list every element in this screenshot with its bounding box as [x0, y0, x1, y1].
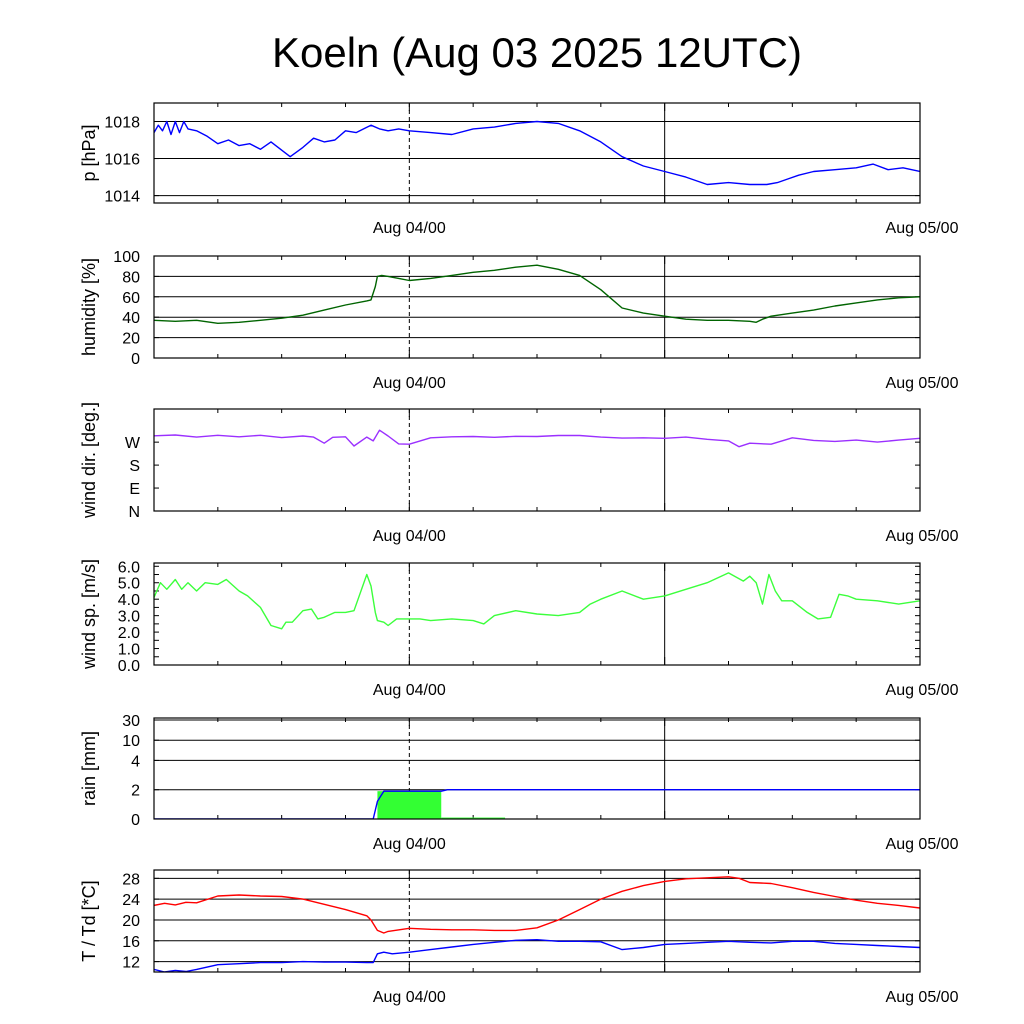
- humidity-axis-title: humidity [%]: [79, 258, 99, 356]
- wind-direction-ytick-label: E: [129, 481, 140, 498]
- pressure-ytick-label: 1018: [104, 115, 140, 132]
- humidity-ytick-label: 40: [122, 310, 140, 327]
- temperature-frame: [153, 869, 921, 973]
- humidity-xtick-label: Aug 04/00: [373, 375, 446, 392]
- wind-direction-ytick-label: N: [128, 504, 140, 521]
- wind-speed-xtick-label: Aug 04/00: [373, 682, 446, 699]
- wind-speed-ytick-label: 3.0: [118, 609, 140, 626]
- panel-wind-speed: 0.01.02.03.04.05.06.0 Aug 04/00 Aug 05/00 w…: [79, 559, 959, 699]
- temperature-ytick-label: 20: [122, 913, 140, 930]
- chart-title: Koeln (Aug 03 2025 12UTC): [272, 29, 802, 76]
- rain-ytick-label: 4: [131, 753, 140, 770]
- wind-speed-series-line-1: [154, 572, 920, 630]
- panel-pressure: 1014 1016 1018 Aug 04/00 Aug 05/00 p [hPa]: [79, 102, 959, 237]
- temperature-xtick-label: Aug 05/00: [886, 989, 959, 1006]
- wind-speed-axis-title: wind sp. [m/s]: [79, 559, 99, 670]
- wind-direction-xtick-label: Aug 04/00: [373, 528, 446, 545]
- pressure-xtick-label: Aug 05/00: [886, 220, 959, 237]
- rain-ytick-label: 0: [131, 812, 140, 829]
- wind-direction-ytick-label: S: [129, 458, 140, 475]
- temperature-ytick-label: 28: [122, 871, 140, 888]
- rain-ytick-label: 10: [122, 733, 140, 750]
- rain-ytick-label: 30: [122, 713, 140, 730]
- pressure-series-line-1: [154, 120, 920, 186]
- humidity-frame: [153, 255, 921, 359]
- pressure-frame: [153, 102, 921, 204]
- humidity-ytick-label: 0: [131, 351, 140, 368]
- panel-temperature: 12 16 20 24 28 Aug 04/00 Aug 05/00 T / Td [*C]: [79, 869, 959, 1006]
- pressure-axis-title: p [hPa]: [79, 124, 99, 181]
- wind-speed-xtick-label: Aug 05/00: [886, 682, 959, 699]
- temperature-ytick-label: 16: [122, 934, 140, 951]
- humidity-ytick-label: 80: [122, 269, 140, 286]
- pressure-xtick-label: Aug 04/00: [373, 220, 446, 237]
- wind-direction-series-line-1: [154, 429, 920, 448]
- wind-speed-ytick-label: 1.0: [118, 642, 140, 659]
- wind-speed-ytick-label: 2.0: [118, 625, 140, 642]
- humidity-ytick-label: 60: [122, 290, 140, 307]
- wind-speed-ytick-label: 5.0: [118, 576, 140, 593]
- wind-direction-ytick-label: W: [125, 435, 141, 452]
- rain-xtick-label: Aug 04/00: [373, 836, 446, 853]
- humidity-series-line-1: [154, 264, 920, 324]
- panel-humidity: 0 20 40 60 80 100 Aug 04/00 Aug 05/00 humidity […: [79, 249, 959, 392]
- humidity-ytick-label: 20: [122, 331, 140, 348]
- wind-speed-ytick-label: 4.0: [118, 592, 140, 609]
- wind-speed-ytick-label: 6.0: [118, 559, 140, 576]
- pressure-ytick-label: 1016: [104, 152, 140, 169]
- pressure-ytick-label: 1014: [104, 189, 140, 206]
- rain-bar: [377, 791, 442, 819]
- panel-rain: 0 2 4 10 30 Aug 04/00 Aug 05/00 rain [mm]: [79, 713, 959, 853]
- temperature-ytick-label: 12: [122, 955, 140, 972]
- rain-series-line-1: [154, 789, 920, 819]
- wind-direction-frame: [153, 408, 921, 512]
- rain-frame: [153, 717, 921, 820]
- wind-speed-frame: [153, 562, 921, 666]
- wind-direction-axis-title: wind dir. [deg.]: [79, 402, 99, 519]
- temperature-series-line-2: [154, 939, 920, 972]
- temperature-series-line-1: [154, 876, 920, 934]
- temperature-xtick-label: Aug 04/00: [373, 989, 446, 1006]
- humidity-xtick-label: Aug 05/00: [886, 375, 959, 392]
- rain-ytick-label: 2: [131, 783, 140, 800]
- temperature-axis-title: T / Td [*C]: [79, 880, 99, 961]
- temperature-ytick-label: 24: [122, 892, 140, 909]
- rain-xtick-label: Aug 05/00: [886, 836, 959, 853]
- rain-axis-title: rain [mm]: [79, 731, 99, 806]
- wind-speed-ytick-label: 0.0: [118, 658, 140, 675]
- wind-direction-xtick-label: Aug 05/00: [886, 528, 959, 545]
- rain-bar: [441, 817, 506, 819]
- humidity-ytick-label: 100: [113, 249, 140, 266]
